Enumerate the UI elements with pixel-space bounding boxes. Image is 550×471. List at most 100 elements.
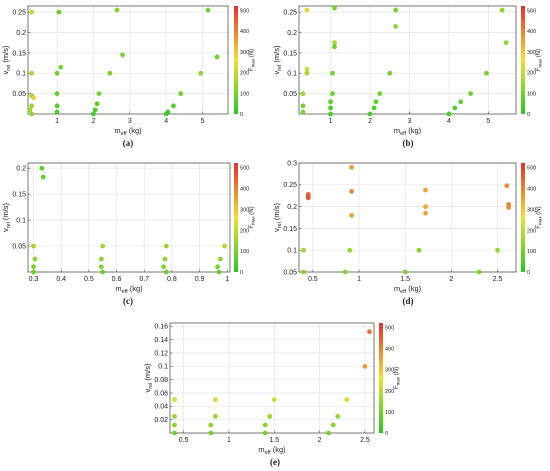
colorbar-tick-label: 400 — [385, 347, 394, 353]
data-point — [29, 103, 35, 109]
data-point — [100, 269, 106, 275]
y-tick-label: 0.02 — [154, 417, 168, 424]
data-point — [377, 91, 383, 97]
data-point — [271, 397, 277, 403]
data-point — [54, 109, 60, 115]
data-point — [98, 264, 104, 270]
y-tick-label: 0.14 — [154, 337, 168, 344]
data-point — [96, 91, 102, 97]
colorbar-label: Fmax (N) — [249, 49, 256, 71]
panel-d: 0.5 1 1.5 2 2.5 0.05 0.1 0.15 0.2 0.25 0.3 meff (kg… — [272, 160, 543, 306]
data-point — [163, 111, 169, 117]
data-point — [371, 105, 377, 111]
x-tick-label: 1 — [357, 276, 361, 283]
data-point — [120, 52, 126, 58]
data-point — [212, 397, 218, 403]
data-point — [301, 269, 307, 275]
x-tick-label: 5 — [486, 118, 490, 125]
colorbar-tick-label: 100 — [527, 91, 536, 97]
data-point — [162, 256, 168, 262]
y-tick-label: 0.1 — [158, 364, 168, 371]
colorbar-tick-label: 200 — [527, 228, 536, 234]
data-point — [172, 430, 178, 436]
colorbar-tick-label: 200 — [527, 71, 536, 77]
data-point — [198, 70, 204, 76]
y-axis-label: vrel (m/s) — [272, 202, 283, 232]
y-tick-label: 0.2 — [16, 166, 26, 173]
panel-caption: (d) — [403, 296, 414, 306]
y-tick-label: 0.04 — [154, 404, 168, 411]
x-tick-label: 3 — [408, 118, 412, 125]
data-point — [423, 187, 429, 193]
colorbar — [521, 6, 525, 114]
axes-frame — [27, 5, 229, 115]
data-point — [367, 111, 373, 117]
y-axis-label: vrel (m/s) — [272, 45, 283, 75]
data-point — [56, 9, 62, 15]
colorbar-tick-label: 0 — [240, 112, 243, 118]
data-point — [90, 111, 96, 117]
panel-a: 1 2 3 4 5 0.05 0.1 0.15 0.2 0.25 meff (kg) vrel (m/… — [1, 5, 256, 148]
data-point — [30, 95, 36, 101]
y-tick-label: 0.05 — [283, 91, 297, 98]
data-point — [92, 107, 98, 113]
data-point — [161, 264, 167, 270]
data-point — [328, 111, 334, 117]
y-axis-label: vrel (m/s) — [1, 202, 12, 232]
data-point — [31, 264, 37, 270]
data-point — [349, 188, 355, 194]
y-tick-label: 0.15 — [12, 50, 26, 57]
y-axis-label: vrel (m/s) — [1, 45, 12, 75]
data-point — [100, 243, 106, 249]
data-point — [468, 91, 474, 97]
data-point — [214, 54, 220, 60]
x-tick-label: 0.5 — [179, 437, 189, 444]
data-point — [304, 7, 310, 13]
data-point — [423, 204, 429, 210]
y-tick-label: 0.2 — [287, 204, 297, 211]
data-point — [98, 256, 104, 262]
data-point — [402, 269, 408, 275]
data-point — [54, 70, 60, 76]
data-point — [262, 422, 268, 428]
data-point — [328, 105, 334, 111]
y-tick-label: 0.1 — [287, 71, 297, 78]
data-point — [483, 70, 489, 76]
data-point — [262, 430, 268, 436]
data-point — [504, 183, 510, 189]
data-point — [27, 107, 33, 113]
data-point — [362, 363, 368, 369]
y-tick-label: 0.1 — [16, 217, 26, 224]
y-tick-label: 0.25 — [283, 182, 297, 189]
y-tick-label: 0.25 — [283, 10, 297, 17]
x-axis-label: meff (kg) — [115, 284, 143, 295]
panel-caption: (a) — [123, 138, 134, 148]
data-point — [373, 99, 379, 105]
data-point — [366, 329, 372, 335]
x-tick-label: 2 — [318, 437, 322, 444]
data-point — [172, 397, 178, 403]
colorbar-tick-label: 400 — [527, 186, 536, 192]
panel-e: 0.5 1 1.5 2 2.5 0.02 0.04 0.06 0.08 0.1 0.12 0.14 0.… — [143, 322, 401, 467]
colorbar-tick-label: 300 — [240, 207, 249, 213]
colorbar-tick-label: 500 — [385, 325, 394, 331]
y-tick-label: 0.3 — [287, 160, 297, 167]
data-point — [458, 99, 464, 105]
panel-caption: (c) — [123, 296, 133, 306]
data-point — [305, 191, 311, 197]
data-point — [446, 111, 452, 117]
colorbar — [379, 323, 383, 433]
colorbar-tick-label: 300 — [527, 207, 536, 213]
colorbar — [234, 163, 238, 272]
data-point — [326, 430, 332, 436]
data-point — [393, 7, 399, 13]
data-point — [172, 422, 178, 428]
data-point — [39, 165, 45, 171]
y-tick-label: 0.12 — [154, 350, 168, 357]
data-point — [29, 111, 35, 117]
y-tick-label: 0.05 — [283, 269, 297, 276]
colorbar — [521, 163, 525, 272]
axes-frame — [169, 322, 375, 434]
data-point — [178, 91, 184, 97]
colorbar-tick-label: 100 — [240, 249, 249, 255]
